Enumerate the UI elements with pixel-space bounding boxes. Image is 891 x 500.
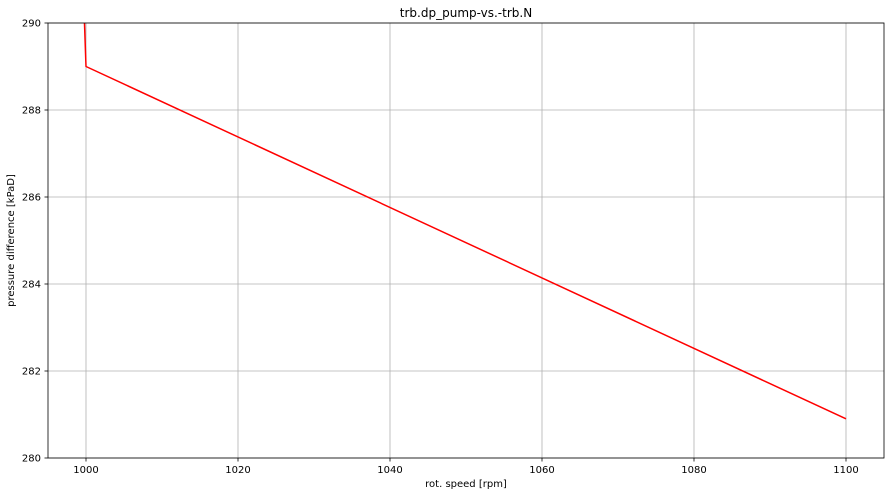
plot-frame (47, 22, 885, 459)
y-axis-label: pressure difference [kPaD] (6, 174, 17, 307)
y-tick-label: 288 (22, 106, 41, 117)
ticks: 1000 1020 1040 1060 1080 1100 280 282 284 286 288 2… (22, 19, 859, 477)
y-tick-label: 286 (22, 193, 41, 204)
grid (48, 22, 884, 459)
x-tick-label: 1000 (73, 465, 98, 476)
series-line (83, 22, 847, 420)
y-tick-label: 282 (22, 367, 41, 378)
x-tick-label: 1080 (681, 465, 706, 476)
x-tick-label: 1100 (833, 465, 858, 476)
y-tick-label: 280 (22, 454, 41, 465)
y-tick-label: 284 (22, 280, 41, 291)
series-layer (83, 22, 847, 420)
chart-title: trb.dp_pump-vs.-trb.N (400, 6, 532, 20)
x-tick-label: 1020 (225, 465, 250, 476)
x-axis-label: rot. speed [rpm] (425, 479, 507, 490)
x-tick-label: 1040 (377, 465, 402, 476)
y-tick-label: 290 (22, 19, 41, 30)
x-tick-label: 1060 (529, 465, 554, 476)
